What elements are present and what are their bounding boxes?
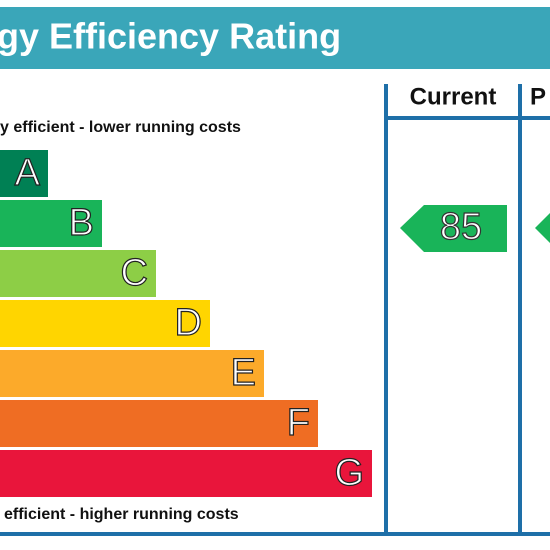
potential-arrow — [535, 213, 550, 243]
band-bar — [0, 350, 264, 397]
band-bar — [0, 300, 210, 347]
band-bar — [0, 450, 372, 497]
band-bar — [0, 400, 318, 447]
top-note: y efficient - lower running costs — [0, 119, 241, 136]
band-letter: C — [121, 252, 148, 294]
current-arrow — [400, 205, 507, 252]
band-letter: G — [334, 452, 364, 494]
band-bar — [0, 150, 48, 197]
band-letter: B — [69, 202, 94, 244]
title: gy Efficiency Rating — [0, 16, 341, 57]
band-letter: E — [231, 352, 256, 394]
column-header: Current — [410, 83, 497, 110]
band-letter: A — [15, 152, 41, 194]
band-bar — [0, 250, 156, 297]
column-header: P — [530, 83, 546, 110]
current-rating: 85 — [440, 206, 482, 248]
band-letter: D — [175, 302, 202, 344]
title-bar — [0, 7, 550, 69]
band-letter: F — [287, 402, 310, 444]
bottom-note: efficient - higher running costs — [4, 506, 239, 523]
band-bar — [0, 200, 102, 247]
